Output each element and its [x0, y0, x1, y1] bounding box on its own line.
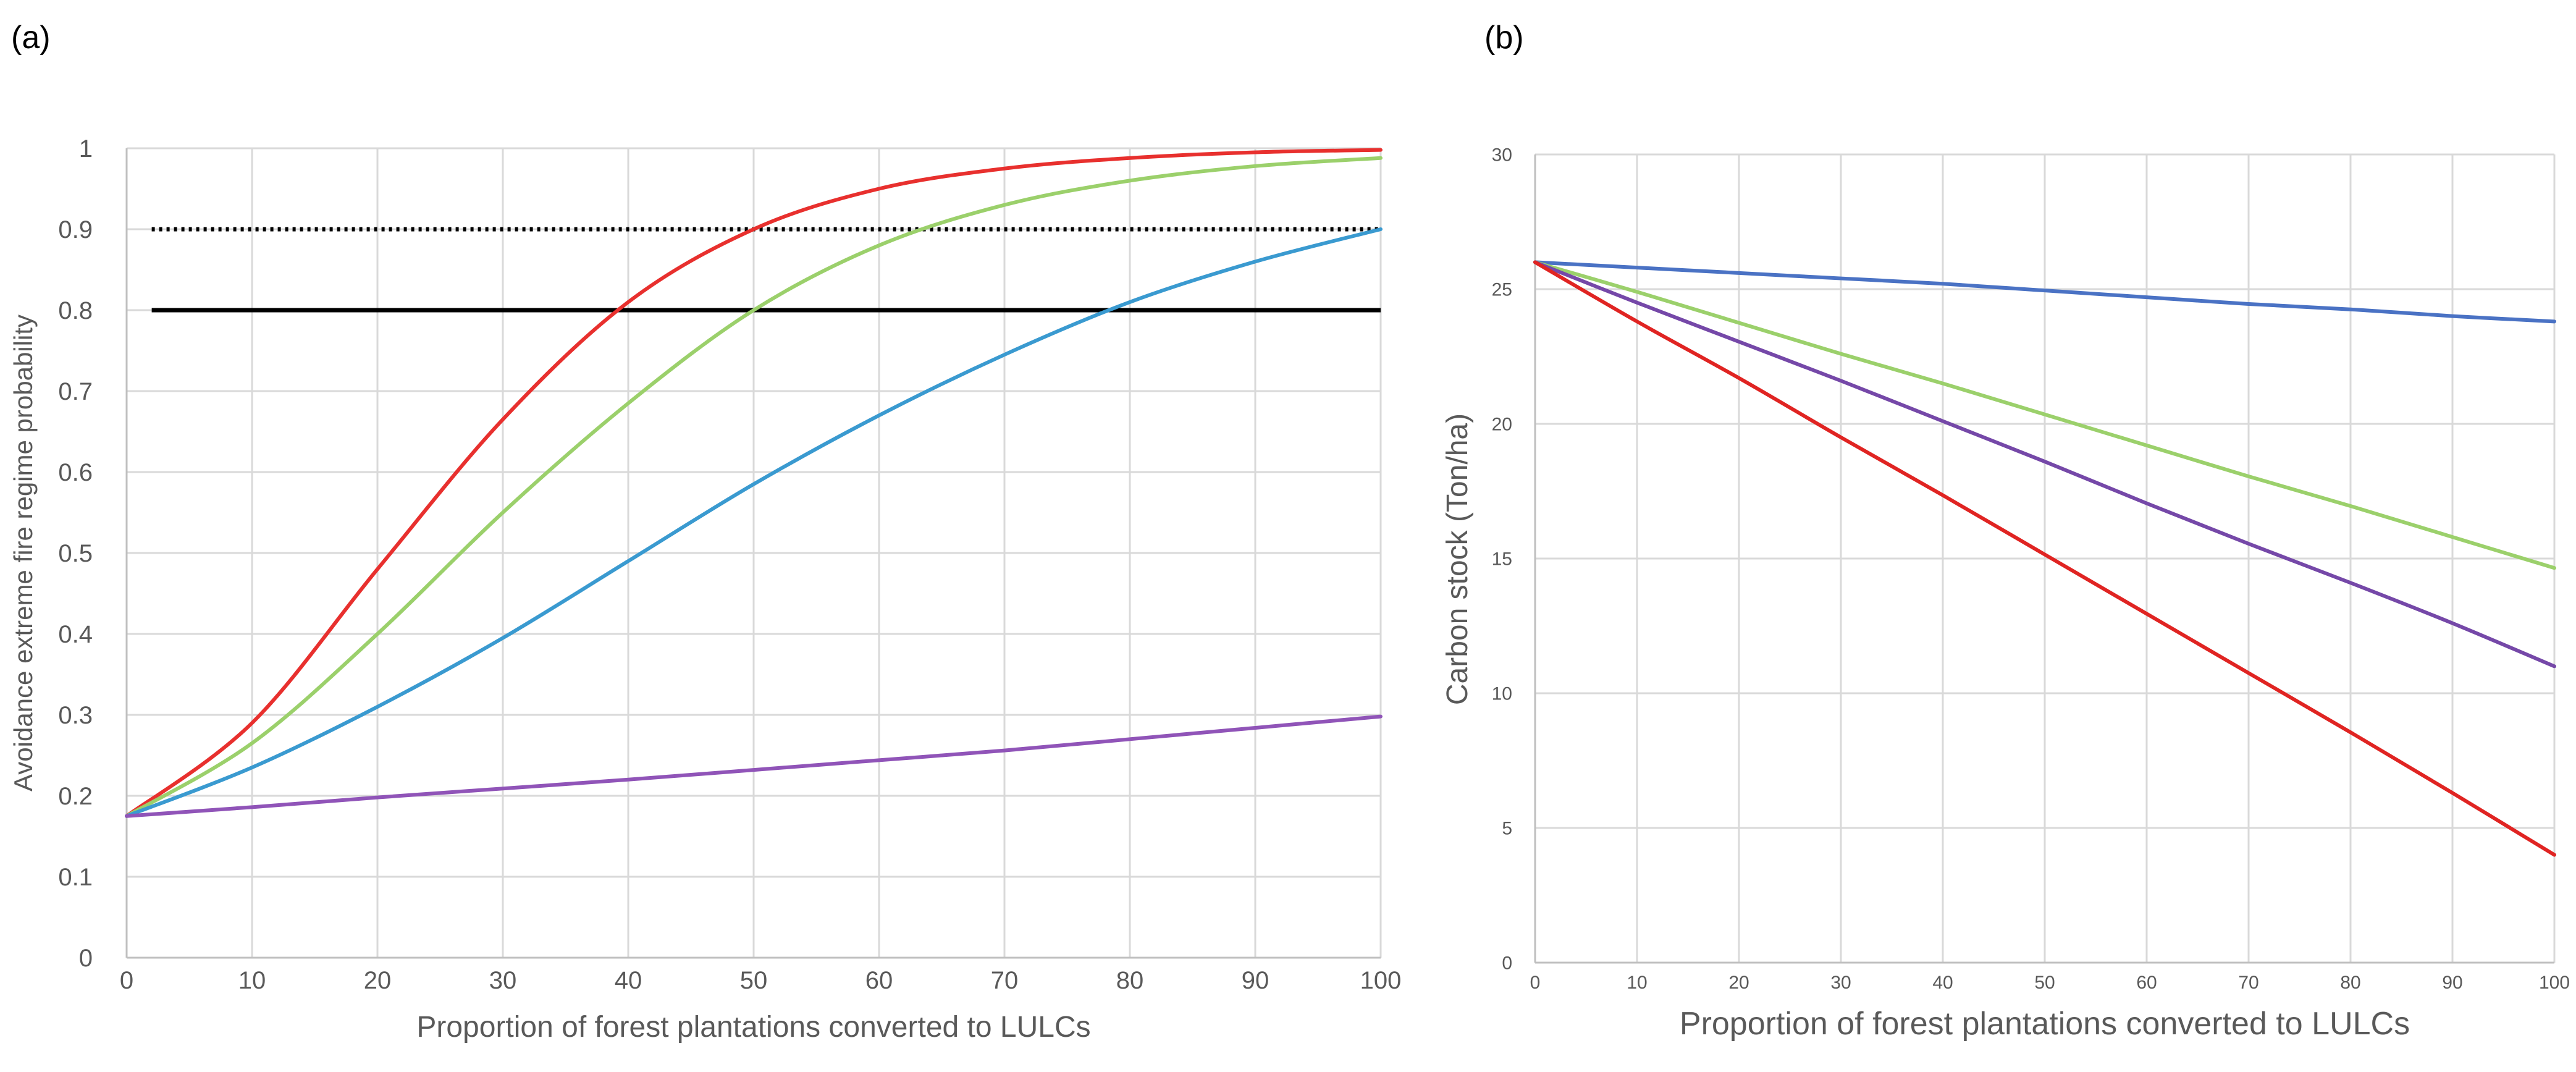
- x-tick-label: 40: [1932, 973, 1953, 993]
- series-line-green: [1533, 260, 2556, 570]
- x-tick-label: 90: [1242, 967, 1269, 994]
- series-line-blue: [1533, 260, 2556, 324]
- y-tick-label: 0.6: [58, 459, 93, 486]
- y-tick-label: 0: [79, 945, 93, 972]
- x-tick-label: 10: [1627, 973, 1647, 993]
- y-tick-label: 0.7: [58, 378, 93, 405]
- panel-a-chart: (a) 0 10 20 30 40 50 60 70 80 90 100 0 0.1 0.2 0.3 0.4 0.…: [9, 20, 1401, 1044]
- x-tick-label: 80: [2340, 973, 2360, 993]
- x-axis-title: Proportion of forest plantations convert…: [1680, 1006, 2410, 1042]
- x-tick-label: 60: [2136, 973, 2157, 993]
- y-tick-label: 0.8: [58, 297, 93, 324]
- y-tick-label: 25: [1492, 280, 1512, 300]
- x-tick-label: 20: [1728, 973, 1749, 993]
- x-tick-label: 30: [489, 967, 517, 994]
- y-tick-label: 0: [1502, 953, 1512, 974]
- y-tick-label: 30: [1492, 145, 1512, 166]
- series-line-blue: [125, 227, 1383, 818]
- x-tick-label: 0: [120, 967, 133, 994]
- y-tick-label: 0.5: [58, 540, 93, 567]
- x-tick-label: 70: [2238, 973, 2258, 993]
- y-tick-label: 0.2: [58, 783, 93, 810]
- x-tick-label: 70: [991, 967, 1019, 994]
- x-tick-label: 60: [865, 967, 893, 994]
- panel-label: (a): [11, 20, 51, 56]
- y-tick-label: 0.1: [58, 864, 93, 891]
- panel-label: (b): [1484, 20, 1524, 56]
- series-line-red: [125, 148, 1383, 818]
- x-tick-label: 40: [615, 967, 642, 994]
- y-tick-label: 0.4: [58, 621, 93, 648]
- x-tick-label: 50: [2034, 973, 2055, 993]
- series-line-green: [125, 156, 1383, 818]
- x-tick-label: 10: [238, 967, 266, 994]
- series-line-purple: [1533, 260, 2556, 669]
- y-axis-title: Avoidance extreme fire regime probabilit…: [9, 314, 38, 791]
- y-tick-label: 0.3: [58, 702, 93, 729]
- panel-b-chart: (b) 0 10 20 30 40 50 60 70 80 90 100 0 5 10 15 20 25 30 Pro…: [1441, 20, 2570, 1042]
- x-tick-label: 90: [2442, 973, 2462, 993]
- y-tick-label: 15: [1492, 549, 1512, 570]
- series-line-purple: [125, 714, 1383, 818]
- series-line-red: [1533, 260, 2556, 857]
- y-axis-title: Carbon stock (Ton/ha): [1441, 413, 1474, 705]
- x-tick-label: 100: [2539, 973, 2570, 993]
- y-tick-label: 20: [1492, 415, 1512, 435]
- x-tick-label: 50: [740, 967, 768, 994]
- y-tick-label: 5: [1502, 819, 1512, 839]
- x-tick-label: 0: [1530, 973, 1541, 993]
- x-tick-label: 80: [1116, 967, 1144, 994]
- y-tick-label: 10: [1492, 684, 1512, 704]
- x-tick-label: 20: [364, 967, 392, 994]
- y-tick-label: 0.9: [58, 216, 93, 243]
- x-axis-title: Proportion of forest plantations convert…: [416, 1011, 1090, 1044]
- x-tick-label: 100: [1360, 967, 1402, 994]
- x-tick-label: 30: [1830, 973, 1851, 993]
- y-tick-label: 1: [79, 135, 93, 162]
